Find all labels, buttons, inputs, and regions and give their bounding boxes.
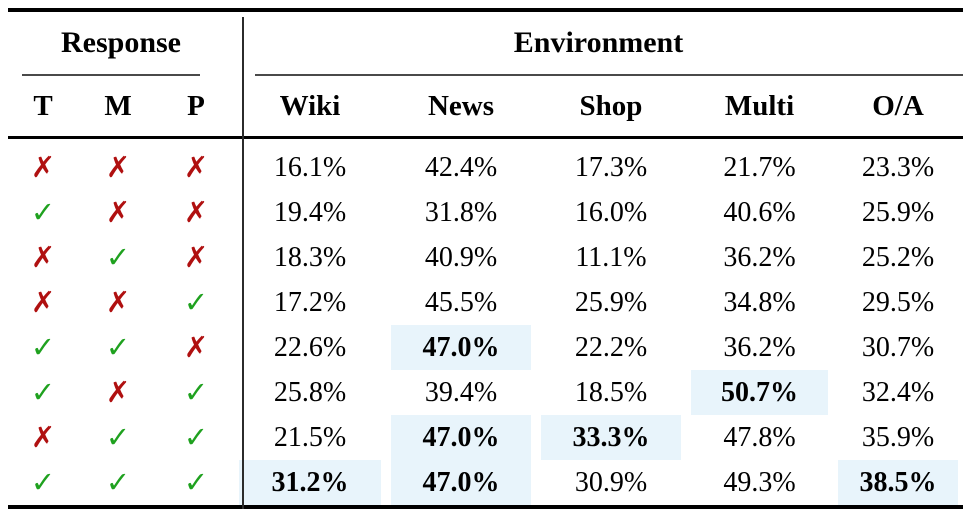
column-header-oa: O/A bbox=[872, 89, 924, 122]
table-row: ✓ ✗ ✗ 19.4% 31.8% 16.0% 40.6% 25.9% bbox=[8, 190, 963, 235]
vertical-divider bbox=[242, 17, 244, 509]
data-cell: 42.4% bbox=[424, 151, 498, 183]
data-cell-highlighted: 47.0% bbox=[386, 459, 536, 505]
data-cell-highlighted: 31.2% bbox=[234, 459, 386, 505]
data-cell: 36.2% bbox=[723, 331, 796, 363]
data-cell: 16.1% bbox=[273, 151, 347, 183]
data-cell: 36.2% bbox=[723, 241, 796, 273]
data-cell: 30.7% bbox=[861, 331, 935, 363]
check-icon: ✓ bbox=[105, 419, 131, 454]
cross-icon: ✗ bbox=[30, 149, 56, 184]
group-header-environment: Environment bbox=[513, 26, 684, 59]
top-rule bbox=[8, 8, 963, 12]
cross-icon: ✗ bbox=[105, 284, 131, 319]
table-row: ✓ ✓ ✗ 22.6% 47.0% 22.2% 36.2% 30.7% bbox=[8, 324, 963, 370]
environment-cmidrule bbox=[255, 74, 963, 76]
data-cell: 40.9% bbox=[424, 241, 498, 273]
header-midrule bbox=[8, 136, 963, 139]
check-icon: ✓ bbox=[183, 464, 209, 499]
data-cell: 39.4% bbox=[424, 376, 498, 408]
check-icon: ✓ bbox=[30, 194, 56, 229]
data-cell: 30.9% bbox=[574, 466, 648, 498]
data-cell: 35.9% bbox=[861, 421, 935, 453]
table-row: ✓ ✗ ✓ 25.8% 39.4% 18.5% 50.7% 32.4% bbox=[8, 369, 963, 415]
table-row: ✗ ✓ ✗ 18.3% 40.9% 11.1% 36.2% 25.2% bbox=[8, 235, 963, 280]
data-cell: 25.2% bbox=[861, 241, 935, 273]
table-row: ✗ ✗ ✗ 16.1% 42.4% 17.3% 21.7% 23.3% bbox=[8, 145, 963, 190]
cross-icon: ✗ bbox=[183, 194, 209, 229]
table-row: ✓ ✓ ✓ 31.2% 47.0% 30.9% 49.3% 38.5% bbox=[8, 459, 963, 505]
data-cell: 18.5% bbox=[574, 376, 648, 408]
data-cell: 17.3% bbox=[574, 151, 648, 183]
cmidrule-row bbox=[8, 74, 963, 76]
data-cell-highlighted: 38.5% bbox=[833, 459, 963, 505]
data-cell: 25.9% bbox=[861, 196, 935, 228]
check-icon: ✓ bbox=[105, 329, 131, 364]
data-cell: 18.3% bbox=[273, 241, 347, 273]
check-icon: ✓ bbox=[30, 464, 56, 499]
group-header-response: Response bbox=[60, 26, 181, 59]
data-cell-highlighted: 33.3% bbox=[536, 414, 686, 460]
data-cell-highlighted: 47.0% bbox=[386, 414, 536, 460]
data-cell: 21.7% bbox=[723, 151, 796, 183]
cross-icon: ✗ bbox=[30, 284, 56, 319]
column-header-news: News bbox=[427, 89, 495, 122]
data-cell: 25.9% bbox=[574, 286, 648, 318]
data-cell: 22.2% bbox=[574, 331, 648, 363]
column-header-row: T M P Wiki News Shop Multi O/A bbox=[8, 76, 963, 136]
cross-icon: ✗ bbox=[30, 239, 56, 274]
data-cell: 11.1% bbox=[575, 241, 647, 273]
group-header-row: Response Environment bbox=[8, 12, 963, 74]
data-cell: 19.4% bbox=[273, 196, 347, 228]
data-cell: 21.5% bbox=[273, 421, 347, 453]
cross-icon: ✗ bbox=[183, 149, 209, 184]
data-cell: 17.2% bbox=[273, 286, 347, 318]
data-cell: 22.6% bbox=[273, 331, 347, 363]
table-row: ✗ ✗ ✓ 17.2% 45.5% 25.9% 34.8% 29.5% bbox=[8, 280, 963, 325]
data-cell-highlighted: 50.7% bbox=[686, 369, 833, 415]
table-body: ✗ ✗ ✗ 16.1% 42.4% 17.3% 21.7% 23.3% ✓ ✗ ✗ 19.4% 31.8… bbox=[8, 139, 963, 505]
column-header-m: M bbox=[104, 89, 132, 122]
table-row: ✗ ✓ ✓ 21.5% 47.0% 33.3% 47.8% 35.9% bbox=[8, 414, 963, 460]
check-icon: ✓ bbox=[183, 419, 209, 454]
data-cell: 49.3% bbox=[723, 466, 796, 498]
column-header-multi: Multi bbox=[724, 89, 795, 122]
data-cell: 47.8% bbox=[723, 421, 796, 453]
column-header-wiki: Wiki bbox=[279, 89, 341, 122]
cross-icon: ✗ bbox=[105, 194, 131, 229]
data-cell: 29.5% bbox=[861, 286, 935, 318]
data-cell-highlighted: 47.0% bbox=[386, 324, 536, 370]
column-header-shop: Shop bbox=[579, 89, 643, 122]
data-cell: 32.4% bbox=[861, 376, 935, 408]
column-header-t: T bbox=[33, 89, 53, 122]
cross-icon: ✗ bbox=[183, 239, 209, 274]
data-cell: 45.5% bbox=[424, 286, 498, 318]
cross-icon: ✗ bbox=[30, 419, 56, 454]
data-cell: 31.8% bbox=[424, 196, 498, 228]
data-cell: 16.0% bbox=[574, 196, 648, 228]
check-icon: ✓ bbox=[30, 374, 56, 409]
check-icon: ✓ bbox=[105, 464, 131, 499]
column-header-p: P bbox=[187, 89, 205, 122]
data-cell: 25.8% bbox=[273, 376, 347, 408]
check-icon: ✓ bbox=[183, 284, 209, 319]
cross-icon: ✗ bbox=[183, 329, 209, 364]
bottom-rule bbox=[8, 504, 963, 509]
check-icon: ✓ bbox=[183, 374, 209, 409]
data-cell: 34.8% bbox=[723, 286, 796, 318]
data-cell: 40.6% bbox=[723, 196, 796, 228]
cross-icon: ✗ bbox=[105, 149, 131, 184]
cross-icon: ✗ bbox=[105, 374, 131, 409]
response-cmidrule bbox=[22, 74, 200, 76]
check-icon: ✓ bbox=[30, 329, 56, 364]
data-cell: 23.3% bbox=[861, 151, 935, 183]
check-icon: ✓ bbox=[105, 239, 131, 274]
